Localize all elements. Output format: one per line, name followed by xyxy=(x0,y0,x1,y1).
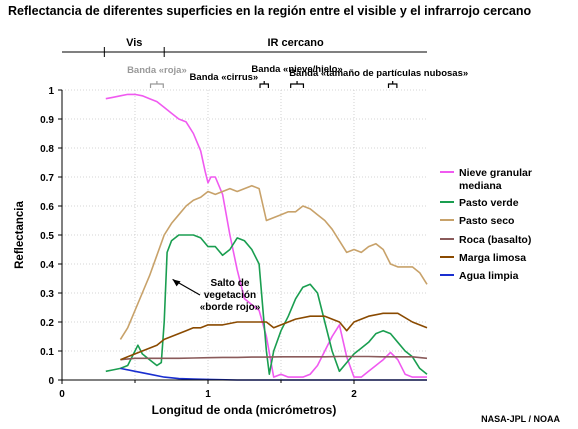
band-bracket-1 xyxy=(259,81,269,88)
y-axis-label: Reflectancia xyxy=(14,201,26,269)
y-tick-label: 0.5 xyxy=(40,231,54,242)
legend-label-3: Roca (basalto) xyxy=(459,234,531,246)
credit-text: NASA-JPL / NOAA xyxy=(481,414,560,424)
x-axis-label: Longitud de onda (micrómetros) xyxy=(152,403,337,417)
annotation-line-2: «borde rojo» xyxy=(200,302,261,313)
x-tick-label: 2 xyxy=(351,389,357,400)
series-line-2 xyxy=(119,184,428,340)
wavelength-region-bar: Vis IR cercano xyxy=(62,37,427,57)
x-tick-label: 0 xyxy=(59,389,65,400)
grid-lines xyxy=(62,89,427,380)
axes: 0 0.1 0.2 0.3 0.4 0.5 0.6 0.7 0.8 0.9 1 0 1 2 xyxy=(40,86,427,400)
y-tick-label: 0.1 xyxy=(40,347,54,358)
annotation-arrowhead xyxy=(172,279,181,287)
y-tick-label: 0.9 xyxy=(40,115,54,126)
annotation-line-1: vegetación xyxy=(204,290,256,301)
series-line-3 xyxy=(120,355,428,361)
band-bracket-3 xyxy=(387,81,398,88)
band-label-2: Banda «nieve/hielo» xyxy=(251,64,342,75)
legend-label-0: Nieve granular xyxy=(459,167,532,179)
y-tick-label: 0.8 xyxy=(40,144,54,155)
legend-label-2: Pasto seco xyxy=(459,215,514,227)
y-tick-label: 0.6 xyxy=(40,202,54,213)
x-tick-label: 1 xyxy=(205,389,211,400)
band-bracket-2 xyxy=(290,81,305,88)
y-tick-label: 0.4 xyxy=(40,260,54,271)
legend-label-5: Agua limpia xyxy=(459,270,519,282)
y-tick-label: 0.7 xyxy=(40,173,54,184)
y-tick-label: 0 xyxy=(48,376,54,387)
band-label-1: Banda «cirrus» xyxy=(190,72,259,83)
band-bracket-0 xyxy=(149,81,164,88)
y-tick-label: 0.3 xyxy=(40,289,54,300)
y-tick-label: 1 xyxy=(48,86,54,97)
band-label-0: Banda «roja» xyxy=(127,65,187,76)
chart-title: Reflectancia de diferentes superficies e… xyxy=(8,4,532,18)
series-line-1 xyxy=(105,234,428,376)
region-label-0: Vis xyxy=(126,37,142,49)
region-label-1: IR cercano xyxy=(267,37,324,49)
series-line-0 xyxy=(105,93,427,378)
legend-label-4: Marga limosa xyxy=(459,252,526,264)
legend-label-0-cont: mediana xyxy=(459,180,502,192)
series-line-4 xyxy=(120,312,428,361)
band-label-3: Banda «tamaño de partículas nubosas» xyxy=(289,68,468,79)
y-tick-label: 0.2 xyxy=(40,318,54,329)
legend-label-1: Pasto verde xyxy=(459,197,519,209)
annotation-line-0: Salto de xyxy=(211,278,250,289)
